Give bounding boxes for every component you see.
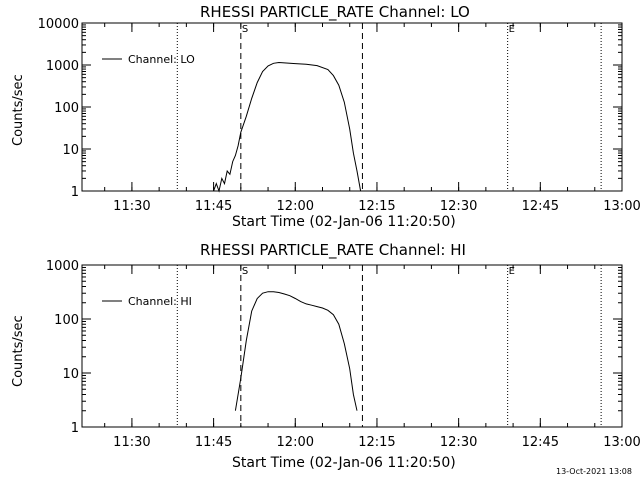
- series-line-hi-0: [234, 291, 358, 411]
- legend-entry-lo: Channel: LO: [128, 53, 195, 66]
- y-tick-label-hi-3: 1000: [46, 259, 79, 274]
- x-tick-label-hi-0: 11:30: [113, 435, 150, 450]
- x-tick-label-lo-0: 11:30: [113, 199, 150, 214]
- x-tick-label-hi-3: 12:15: [358, 435, 395, 450]
- marker-label-lo-0: S: [242, 24, 248, 35]
- x-axis-label-lo: Start Time (02-Jan-06 11:20:50): [232, 214, 456, 230]
- x-tick-label-lo-4: 12:30: [440, 199, 477, 214]
- x-tick-label-lo-6: 13:00: [603, 199, 640, 214]
- y-axis-label-lo: Counts/sec: [11, 74, 26, 146]
- plot-frame-lo: [81, 22, 623, 192]
- chart-title-hi: RHESSI PARTICLE_RATE Channel: HI: [200, 241, 466, 259]
- marker-label-lo-2: E: [509, 24, 515, 35]
- y-tick-label-lo-2: 100: [54, 101, 79, 116]
- y-tick-label-lo-1: 10: [62, 143, 79, 158]
- marker-label-hi-2: E: [509, 266, 515, 277]
- chart-title-lo: RHESSI PARTICLE_RATE Channel: LO: [200, 3, 470, 21]
- x-tick-label-lo-1: 11:45: [195, 199, 232, 214]
- y-tick-label-hi-2: 100: [54, 313, 79, 328]
- x-tick-label-hi-5: 12:45: [522, 435, 559, 450]
- y-tick-label-lo-4: 10000: [38, 17, 79, 32]
- x-tick-label-lo-2: 12:00: [277, 199, 314, 214]
- x-tick-label-lo-3: 12:15: [358, 199, 395, 214]
- y-tick-label-hi-1: 10: [62, 367, 79, 382]
- x-tick-label-hi-1: 11:45: [195, 435, 232, 450]
- plot-frame-hi: [81, 264, 623, 428]
- x-tick-label-hi-6: 13:00: [603, 435, 640, 450]
- x-tick-label-hi-4: 12:30: [440, 435, 477, 450]
- marker-label-hi-0: S: [242, 266, 248, 277]
- y-tick-label-hi-0: 1: [71, 421, 79, 436]
- timestamp: 13-Oct-2021 13:08: [556, 467, 632, 476]
- x-tick-label-hi-2: 12:00: [277, 435, 314, 450]
- y-tick-label-lo-3: 1000: [46, 59, 79, 74]
- series-line-lo-0: [213, 61, 362, 193]
- x-axis-label-hi: Start Time (02-Jan-06 11:20:50): [232, 455, 456, 471]
- y-tick-label-lo-0: 1: [71, 185, 79, 200]
- y-axis-label-hi: Counts/sec: [11, 315, 26, 387]
- x-tick-label-lo-5: 12:45: [522, 199, 559, 214]
- legend-entry-hi: Channel: HI: [128, 295, 192, 308]
